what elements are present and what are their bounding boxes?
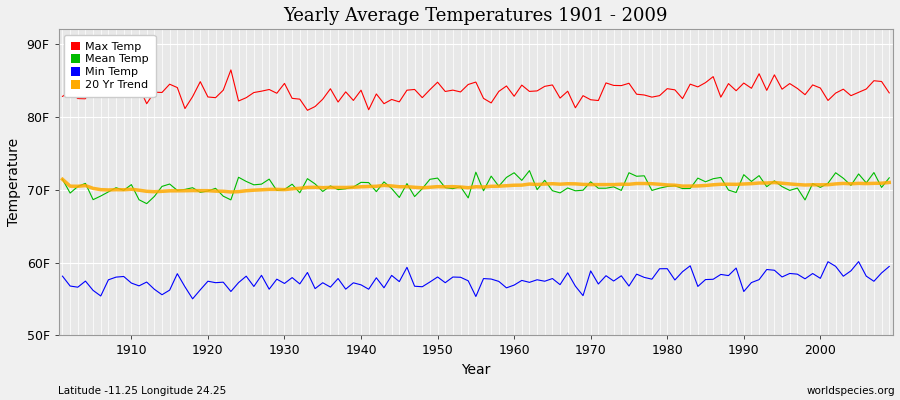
Legend: Max Temp, Mean Temp, Min Temp, 20 Yr Trend: Max Temp, Mean Temp, Min Temp, 20 Yr Tre… (64, 35, 156, 97)
Text: Latitude -11.25 Longitude 24.25: Latitude -11.25 Longitude 24.25 (58, 386, 227, 396)
Title: Yearly Average Temperatures 1901 - 2009: Yearly Average Temperatures 1901 - 2009 (284, 7, 668, 25)
Text: worldspecies.org: worldspecies.org (807, 386, 896, 396)
X-axis label: Year: Year (461, 363, 491, 377)
Y-axis label: Temperature: Temperature (7, 138, 21, 226)
